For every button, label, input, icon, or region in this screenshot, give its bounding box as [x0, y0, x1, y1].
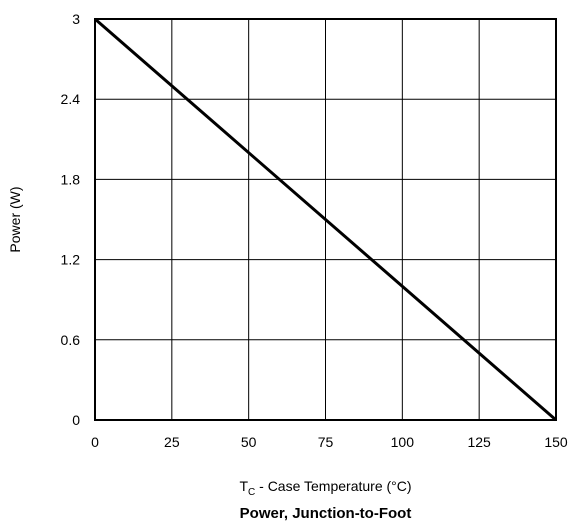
chart-title: Power, Junction-to-Foot	[240, 505, 412, 522]
x-axis-title: TC - Case Temperature (°C)	[239, 478, 411, 498]
plot-frame	[94, 18, 557, 421]
y-tick-labels: 0 0.6 1.2 1.8 2.4 3	[61, 11, 81, 428]
x-tick-label: 75	[318, 434, 334, 450]
x-axis-title-main: T	[239, 478, 248, 494]
x-axis-title-subscript: C	[248, 487, 255, 498]
y-tick-label: 2.4	[61, 91, 81, 107]
x-tick-label: 150	[544, 434, 568, 450]
y-tick-label: 1.2	[61, 252, 81, 268]
x-axis-title-rest: - Case Temperature (°C)	[255, 478, 411, 494]
series-layer	[94, 17, 557, 422]
y-tick-label: 0	[72, 412, 80, 428]
x-tick-label: 25	[164, 434, 180, 450]
x-tick-label: 125	[467, 434, 491, 450]
y-tick-label: 1.8	[61, 171, 81, 187]
x-tick-label: 0	[91, 434, 99, 450]
x-tick-label: 50	[241, 434, 257, 450]
y-tick-label: 3	[72, 11, 80, 27]
x-tick-labels: 0 25 50 75 100 125 150	[91, 434, 568, 450]
series-line-0	[94, 17, 557, 422]
y-axis-title: Power (W)	[7, 186, 23, 252]
y-tick-label: 0.6	[61, 332, 81, 348]
x-tick-label: 100	[391, 434, 415, 450]
grid-lines	[95, 19, 556, 420]
